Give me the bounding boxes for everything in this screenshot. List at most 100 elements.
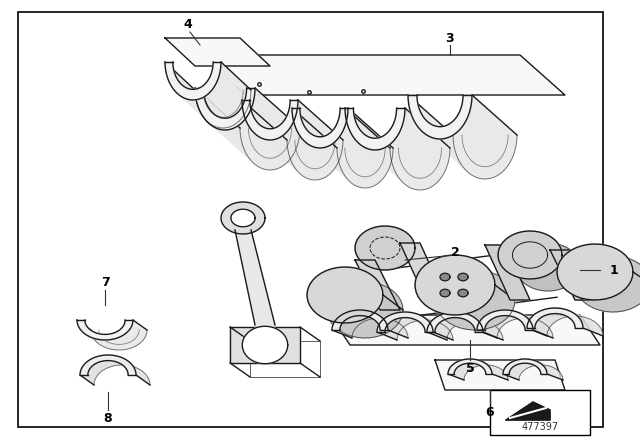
Polygon shape bbox=[134, 369, 149, 380]
Polygon shape bbox=[77, 320, 91, 332]
Polygon shape bbox=[248, 124, 294, 167]
Polygon shape bbox=[111, 355, 127, 366]
Polygon shape bbox=[529, 319, 550, 329]
Polygon shape bbox=[276, 138, 323, 179]
Polygon shape bbox=[532, 323, 552, 333]
Polygon shape bbox=[171, 85, 202, 115]
Polygon shape bbox=[234, 127, 280, 168]
Polygon shape bbox=[527, 359, 545, 365]
Polygon shape bbox=[482, 327, 502, 337]
Polygon shape bbox=[448, 371, 464, 379]
Polygon shape bbox=[296, 112, 342, 155]
Polygon shape bbox=[238, 125, 285, 166]
Polygon shape bbox=[538, 362, 555, 368]
Polygon shape bbox=[269, 140, 316, 180]
Polygon shape bbox=[207, 93, 239, 123]
Polygon shape bbox=[342, 314, 364, 323]
Polygon shape bbox=[209, 91, 241, 121]
Polygon shape bbox=[583, 327, 603, 336]
Polygon shape bbox=[217, 128, 264, 169]
Polygon shape bbox=[374, 150, 421, 190]
Polygon shape bbox=[297, 107, 342, 150]
Text: 3: 3 bbox=[445, 31, 454, 44]
Polygon shape bbox=[175, 91, 207, 121]
Polygon shape bbox=[522, 359, 540, 365]
Polygon shape bbox=[451, 135, 499, 176]
Polygon shape bbox=[536, 313, 557, 322]
Polygon shape bbox=[376, 150, 424, 190]
Polygon shape bbox=[79, 326, 93, 338]
Polygon shape bbox=[498, 231, 562, 279]
Polygon shape bbox=[131, 326, 145, 338]
Polygon shape bbox=[508, 364, 525, 371]
Polygon shape bbox=[198, 99, 231, 127]
Polygon shape bbox=[344, 313, 366, 322]
Polygon shape bbox=[389, 314, 411, 323]
Polygon shape bbox=[422, 131, 469, 173]
Polygon shape bbox=[242, 121, 289, 163]
Polygon shape bbox=[235, 230, 275, 325]
Polygon shape bbox=[547, 308, 570, 317]
Polygon shape bbox=[346, 312, 368, 321]
Text: 477397: 477397 bbox=[522, 422, 559, 432]
Polygon shape bbox=[348, 128, 395, 170]
Polygon shape bbox=[306, 142, 353, 184]
Polygon shape bbox=[433, 329, 453, 338]
Polygon shape bbox=[298, 132, 344, 175]
Polygon shape bbox=[377, 312, 433, 332]
Polygon shape bbox=[367, 148, 414, 189]
Polygon shape bbox=[443, 313, 465, 322]
Polygon shape bbox=[165, 62, 221, 100]
Polygon shape bbox=[124, 333, 140, 345]
Polygon shape bbox=[165, 65, 195, 96]
Polygon shape bbox=[400, 243, 445, 298]
Polygon shape bbox=[119, 336, 135, 347]
Polygon shape bbox=[258, 136, 305, 177]
Polygon shape bbox=[481, 326, 502, 335]
Polygon shape bbox=[528, 322, 548, 331]
Polygon shape bbox=[80, 329, 95, 340]
Polygon shape bbox=[383, 319, 404, 329]
Polygon shape bbox=[461, 312, 483, 321]
Polygon shape bbox=[411, 112, 457, 155]
Polygon shape bbox=[355, 260, 400, 310]
Polygon shape bbox=[219, 74, 250, 105]
Polygon shape bbox=[571, 311, 593, 320]
Polygon shape bbox=[431, 324, 452, 334]
Polygon shape bbox=[220, 68, 251, 99]
Polygon shape bbox=[485, 363, 502, 370]
Polygon shape bbox=[479, 361, 497, 367]
Polygon shape bbox=[519, 313, 541, 322]
Polygon shape bbox=[473, 359, 490, 365]
Polygon shape bbox=[271, 140, 318, 180]
Polygon shape bbox=[429, 321, 450, 331]
Polygon shape bbox=[573, 313, 595, 322]
Polygon shape bbox=[480, 323, 500, 332]
Polygon shape bbox=[579, 317, 600, 327]
Polygon shape bbox=[382, 318, 404, 327]
Polygon shape bbox=[481, 318, 502, 327]
Polygon shape bbox=[195, 95, 241, 138]
Polygon shape bbox=[267, 140, 314, 180]
Polygon shape bbox=[412, 116, 458, 159]
Polygon shape bbox=[485, 245, 530, 300]
Polygon shape bbox=[408, 102, 454, 146]
Polygon shape bbox=[132, 322, 147, 333]
Polygon shape bbox=[386, 146, 433, 187]
Polygon shape bbox=[381, 148, 428, 189]
Polygon shape bbox=[490, 368, 507, 375]
Polygon shape bbox=[90, 358, 106, 370]
Polygon shape bbox=[113, 339, 129, 349]
Polygon shape bbox=[380, 323, 400, 332]
Polygon shape bbox=[448, 370, 465, 378]
Polygon shape bbox=[506, 310, 529, 318]
Polygon shape bbox=[433, 330, 453, 340]
Polygon shape bbox=[362, 146, 410, 187]
Polygon shape bbox=[340, 314, 362, 323]
Polygon shape bbox=[467, 116, 513, 159]
Polygon shape bbox=[230, 327, 300, 363]
Polygon shape bbox=[519, 359, 536, 366]
Polygon shape bbox=[526, 317, 547, 326]
Polygon shape bbox=[582, 325, 603, 334]
Polygon shape bbox=[489, 313, 511, 322]
